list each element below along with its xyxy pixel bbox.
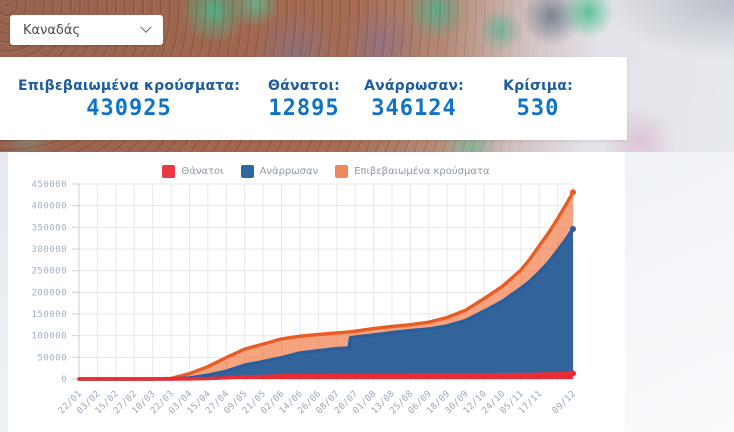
stat-critical: Κρίσιμα: 530 xyxy=(478,76,598,121)
svg-text:300000: 300000 xyxy=(31,245,67,255)
svg-text:50000: 50000 xyxy=(37,353,67,363)
legend-label: Θάνατοι xyxy=(181,166,224,177)
stat-critical-value: 530 xyxy=(516,96,560,121)
chevron-down-icon xyxy=(140,21,152,33)
legend-swatch-icon xyxy=(162,165,176,178)
svg-text:250000: 250000 xyxy=(31,267,67,277)
stats-panel: Επιβεβαιωμένα κρούσματα: 430925 Θάνατοι:… xyxy=(0,57,627,140)
country-select[interactable]: Καναδάς xyxy=(10,15,163,45)
stat-confirmed: Επιβεβαιωμένα κρούσματα: 430925 xyxy=(0,76,258,121)
stat-recovered-value: 346124 xyxy=(371,96,457,121)
legend-label: Επιβεβαιωμένα κρούσματα xyxy=(354,166,490,177)
stat-confirmed-label: Επιβεβαιωμένα κρούσματα: xyxy=(17,78,241,94)
stat-recovered: Ανάρρωσαν: 346124 xyxy=(350,76,478,121)
stat-critical-label: Κρίσιμα: xyxy=(503,78,573,94)
svg-text:200000: 200000 xyxy=(31,288,67,298)
svg-text:0: 0 xyxy=(61,375,67,385)
legend-item-2[interactable]: Επιβεβαιωμένα κρούσματα xyxy=(335,165,490,178)
svg-text:100000: 100000 xyxy=(31,332,67,342)
legend-item-1[interactable]: Ανάρρωσαν xyxy=(240,165,319,178)
country-select-value: Καναδάς xyxy=(23,22,81,38)
stat-deaths-label: Θάνατοι: xyxy=(268,78,340,94)
legend-swatch-icon xyxy=(240,165,254,178)
stat-deaths: Θάνατοι: 12895 xyxy=(258,76,350,121)
legend-label: Ανάρρωσαν xyxy=(259,166,319,177)
svg-text:150000: 150000 xyxy=(31,310,67,320)
svg-text:400000: 400000 xyxy=(31,202,67,212)
svg-text:450000: 450000 xyxy=(31,180,67,190)
legend-swatch-icon xyxy=(335,165,349,178)
legend-item-0[interactable]: Θάνατοι xyxy=(162,165,224,178)
svg-text:09/12: 09/12 xyxy=(551,389,578,416)
stat-confirmed-value: 430925 xyxy=(86,96,172,121)
svg-text:350000: 350000 xyxy=(31,223,67,233)
chart-legend: Θάνατοι Ανάρρωσαν Επιβεβαιωμένα κρούσματα xyxy=(79,164,573,179)
chart-card: Θάνατοι Ανάρρωσαν Επιβεβαιωμένα κρούσματα … xyxy=(8,152,625,432)
stat-deaths-value: 12895 xyxy=(268,96,340,121)
stat-recovered-label: Ανάρρωσαν: xyxy=(364,78,464,94)
cases-timeline-chart: 0 50000 100000 150000 200000 250000 300000 3500… xyxy=(31,180,578,416)
